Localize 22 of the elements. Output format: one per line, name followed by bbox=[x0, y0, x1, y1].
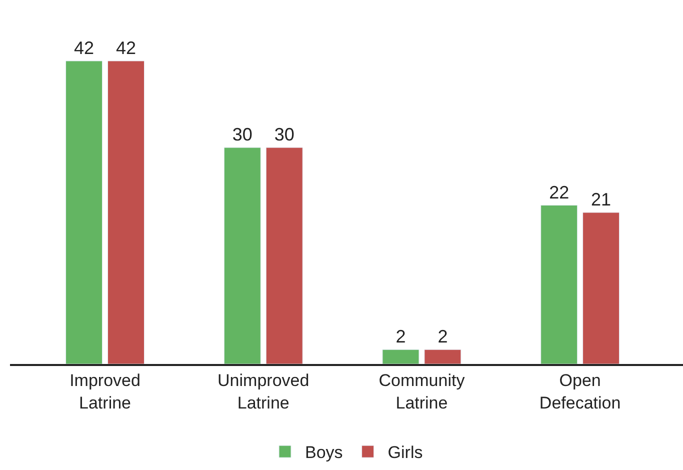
data-label: 30 bbox=[274, 124, 294, 145]
bar bbox=[266, 147, 303, 364]
data-label: 22 bbox=[549, 182, 570, 202]
data-label: 2 bbox=[396, 326, 406, 347]
bar bbox=[382, 349, 420, 364]
data-label: 42 bbox=[116, 38, 136, 58]
bar bbox=[540, 205, 578, 364]
bar bbox=[424, 349, 462, 364]
x-tick-label: Unimproved Latrine bbox=[218, 371, 310, 412]
legend-label: Girls bbox=[388, 443, 423, 462]
x-tick-label: Community Latrine bbox=[378, 371, 466, 412]
legend-label: Boys bbox=[305, 443, 343, 462]
data-label: 42 bbox=[74, 38, 94, 58]
bar bbox=[582, 212, 620, 364]
data-label: 2 bbox=[438, 326, 448, 347]
bar bbox=[107, 60, 144, 364]
bar bbox=[224, 147, 261, 364]
bar bbox=[66, 60, 103, 364]
x-tick-label: Open Defecation bbox=[539, 371, 621, 412]
x-tick-label: Improved Latrine bbox=[70, 371, 140, 412]
data-label: 21 bbox=[591, 189, 612, 210]
data-label: 30 bbox=[232, 124, 252, 145]
